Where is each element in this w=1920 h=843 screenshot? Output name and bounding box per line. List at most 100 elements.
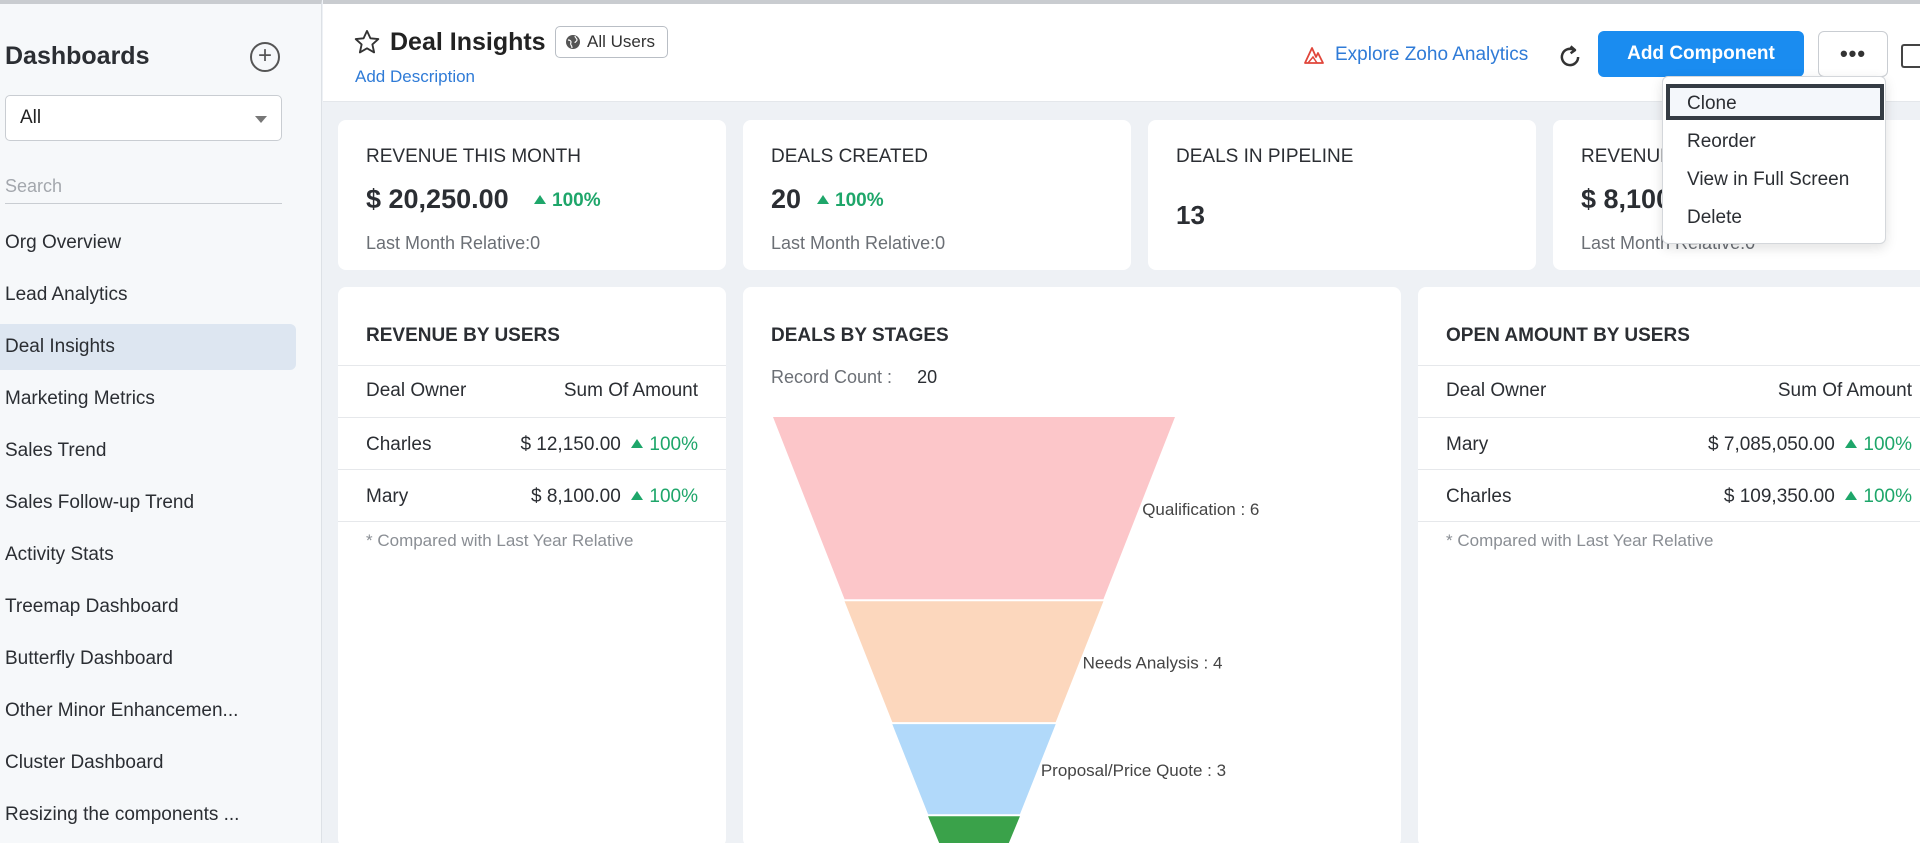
sidebar-item-marketing-metrics[interactable]: Marketing Metrics (5, 388, 155, 409)
amount: $ 109,350.00 (1723, 486, 1835, 507)
sidebar-item-resizing-components[interactable]: Resizing the components ... (5, 804, 240, 825)
funnel-chart: Qualification : 6 Needs Analysis : 4 Propo… (773, 417, 1259, 843)
search-input[interactable] (5, 170, 282, 204)
kpi-label: REVENUE (1581, 146, 1673, 167)
deal-owner: Mary (1446, 434, 1489, 455)
trend-value: 100% (649, 486, 698, 507)
amount-cell: $ 8,100.00 100% (531, 486, 698, 508)
dashboard-list: Org Overview Lead Analytics Deal Insight… (0, 220, 300, 843)
star-icon[interactable] (353, 28, 381, 56)
table-header: Deal Owner Sum Of Amount (1418, 365, 1920, 418)
kpi-subtext: Last Month Relative:0 (771, 233, 946, 253)
table-row[interactable]: Mary $ 8,100.00 100% (338, 470, 726, 522)
column-header-amount: Sum Of Amount (563, 380, 698, 401)
sidebar-item-sales-trend[interactable]: Sales Trend (5, 440, 107, 461)
analytics-icon (1304, 47, 1324, 64)
record-count-label: Record Count : (771, 367, 893, 387)
funnel-label: Proposal/Price Quote : 3 (1041, 761, 1226, 780)
trend-up-icon (631, 439, 644, 448)
more-options-button[interactable]: ••• (1818, 31, 1888, 77)
kpi-trend-value: 100% (552, 190, 601, 211)
deals-by-stages-widget: DEALS BY STAGES Record Count : 20 Qualif… (743, 287, 1401, 843)
kpi-card-deals-in-pipeline: DEALS IN PIPELINE 13 (1148, 120, 1536, 270)
dashboard-filter-select[interactable]: All (5, 95, 282, 141)
sidebar-item-treemap-dashboard[interactable]: Treemap Dashboard (5, 596, 179, 617)
trend-up-icon (817, 195, 829, 204)
menu-item-view-full-screen[interactable]: View in Full Screen (1687, 169, 1850, 190)
kpi-value: 13 (1176, 200, 1205, 230)
page-title: Deal Insights (390, 28, 546, 56)
kpi-card-revenue-this-month: REVENUE THIS MONTH $ 20,250.00 100% Last… (338, 120, 726, 270)
users-badge-label: All Users (587, 32, 656, 51)
table-row[interactable]: Charles $ 12,150.00 100% (338, 418, 726, 470)
kpi-value: $ 8,100 (1581, 184, 1672, 214)
trend-value: 100% (1863, 486, 1912, 507)
kpi-trend-value: 100% (835, 190, 884, 211)
sidebar-title: Dashboards (5, 42, 150, 70)
users-badge[interactable]: All Users (555, 26, 669, 58)
menu-item-reorder[interactable]: Reorder (1687, 131, 1756, 152)
amount: $ 7,085,050.00 (1708, 434, 1835, 455)
sidebar-item-lead-analytics[interactable]: Lead Analytics (5, 284, 128, 305)
kpi-label: DEALS CREATED (771, 146, 928, 167)
kpi-card-deals-created: DEALS CREATED 20 100% Last Month Relativ… (743, 120, 1131, 270)
kpi-value: $ 20,250.00 (366, 184, 509, 214)
table-header: Deal Owner Sum Of Amount (338, 365, 726, 418)
globe-icon (566, 35, 580, 49)
sidebar-item-other-minor-enhancements[interactable]: Other Minor Enhancemen... (5, 700, 239, 721)
filter-value: All (20, 107, 42, 128)
widget-title: REVENUE BY USERS (366, 325, 560, 346)
amount-cell: $ 12,150.00 100% (520, 434, 698, 456)
kpi-subtext: Last Month Relative:0 (366, 233, 541, 253)
dashboard-header: Deal Insights All Users Add Description … (323, 0, 1920, 102)
kpi-value: 20 (771, 184, 802, 214)
kpi-trend: 100% (534, 190, 601, 212)
footnote: * Compared with Last Year Relative (366, 531, 634, 550)
amount-cell: $ 7,085,050.00 100% (1708, 434, 1912, 456)
trend-up-icon (534, 195, 546, 204)
sidebar-item-sales-follow-up-trend[interactable]: Sales Follow-up Trend (5, 492, 195, 513)
sidebar-item-activity-stats[interactable]: Activity Stats (5, 544, 114, 565)
trend-up-icon (631, 491, 644, 500)
sidebar: Dashboards + All Org Overview Lead Analy… (0, 0, 322, 843)
refresh-icon[interactable] (1555, 42, 1585, 72)
menu-item-clone[interactable]: Clone (1666, 84, 1884, 120)
revenue-by-users-widget: REVENUE BY USERS Deal Owner Sum Of Amoun… (338, 287, 726, 843)
funnel-segment-proposal-price-quote[interactable] (892, 724, 1056, 815)
print-icon[interactable] (1901, 44, 1920, 68)
table-row[interactable]: Mary $ 7,085,050.00 100% (1418, 418, 1920, 470)
sidebar-item-deal-insights[interactable]: Deal Insights (0, 324, 296, 370)
widget-title: DEALS BY STAGES (771, 325, 949, 346)
column-header-owner: Deal Owner (1446, 380, 1547, 401)
deal-owner: Charles (1446, 486, 1512, 507)
amount-cell: $ 109,350.00 100% (1724, 486, 1912, 508)
menu-item-delete[interactable]: Delete (1687, 207, 1742, 228)
record-count-value: 20 (917, 367, 938, 387)
open-amount-by-users-widget: OPEN AMOUNT BY USERS Deal Owner Sum Of A… (1418, 287, 1920, 843)
kpi-label: DEALS IN PIPELINE (1176, 146, 1354, 167)
table-row[interactable]: Charles $ 109,350.00 100% (1418, 470, 1920, 522)
funnel-label: Needs Analysis : 4 (1083, 654, 1223, 673)
sidebar-item-org-overview[interactable]: Org Overview (5, 232, 122, 253)
widget-title: OPEN AMOUNT BY USERS (1446, 325, 1690, 346)
add-description-link[interactable]: Add Description (355, 67, 476, 86)
funnel-segment-needs-analysis[interactable] (844, 601, 1104, 723)
funnel-segment-qualification[interactable] (773, 417, 1175, 600)
explore-analytics-link[interactable]: Explore Zoho Analytics (1303, 44, 1528, 66)
funnel-label: Qualification : 6 (1142, 500, 1259, 519)
column-header-amount: Sum Of Amount (1777, 380, 1912, 401)
sidebar-item-butterfly-dashboard[interactable]: Butterfly Dashboard (5, 648, 173, 669)
amount: $ 12,150.00 (520, 434, 621, 455)
trend-value: 100% (1863, 434, 1912, 455)
add-dashboard-icon[interactable]: + (250, 42, 280, 72)
record-count: Record Count : 20 (771, 367, 937, 388)
funnel-segment-negotiation-review[interactable] (928, 816, 1020, 843)
trend-value: 100% (649, 434, 698, 455)
deal-owner: Charles (366, 434, 432, 455)
footnote: * Compared with Last Year Relative (1446, 531, 1714, 550)
sidebar-item-cluster-dashboard[interactable]: Cluster Dashboard (5, 752, 164, 773)
add-component-button[interactable]: Add Component (1598, 31, 1804, 77)
more-options-menu: Clone Reorder View in Full Screen Delete (1662, 76, 1886, 244)
trend-up-icon (1845, 439, 1858, 448)
column-header-owner: Deal Owner (366, 380, 467, 401)
